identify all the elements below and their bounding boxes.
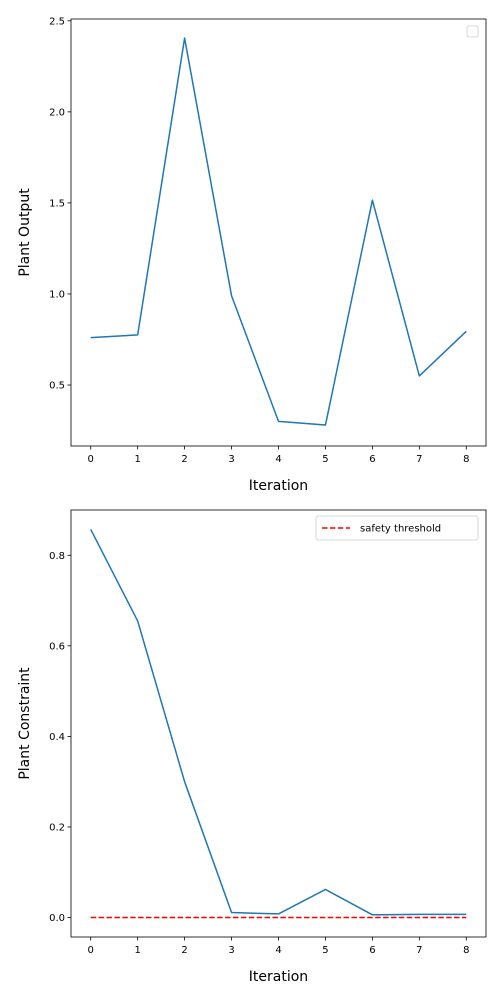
chart1-y-tick-label: 2.0 [49, 107, 65, 118]
chart2-series-main-line [90, 529, 467, 916]
chart1-x-axis-title: Iteration [249, 478, 308, 494]
chart2-y-axis-title: Plant Constraint [17, 667, 33, 780]
chart2-x-axis-title: Iteration [249, 969, 308, 985]
chart2-y-tick-label: 0.6 [49, 641, 65, 652]
chart2-legend-box [315, 515, 479, 541]
chart1-y-tick-label: 0.5 [49, 381, 65, 392]
chart1-x-tick-label: 0 [88, 454, 94, 465]
chart2-x-tick-label: 1 [134, 945, 140, 956]
chart2-y-tick-label: 0.0 [49, 913, 65, 924]
chart1-y-axis-title: Plant Output [17, 188, 33, 277]
chart1-x-tick-label: 5 [322, 454, 328, 465]
chart2-y-tick-label: 0.2 [49, 822, 65, 833]
chart2-legend-label: safety threshold [360, 524, 441, 535]
chart2-x-tick-label: 0 [88, 945, 94, 956]
chart2-x-tick-label: 4 [275, 945, 281, 956]
chart1-series-main-line [90, 37, 467, 426]
chart1-y-tick-label: 2.5 [49, 16, 65, 27]
chart1-x-tick-label: 1 [134, 454, 140, 465]
chart2-x-tick-label: 7 [416, 945, 422, 956]
chart1-x-tick-label: 8 [463, 454, 469, 465]
chart1-y-tick-label: 1.0 [49, 289, 65, 300]
chart1-x-tick-label: 6 [369, 454, 375, 465]
chart2-x-tick-label: 8 [463, 945, 469, 956]
chart2-x-tick-label: 6 [369, 945, 375, 956]
chart2-x-tick-label: 3 [228, 945, 234, 956]
chart1-y-tick-label: 1.5 [49, 198, 65, 209]
chart2-x-tick-label: 5 [322, 945, 328, 956]
chart2-x-tick-label: 2 [181, 945, 187, 956]
chart2-y-tick-label: 0.8 [49, 551, 65, 562]
chart1-x-tick-label: 2 [181, 454, 187, 465]
chart2-y-tick-label: 0.4 [49, 732, 65, 743]
chart1-x-tick-label: 4 [275, 454, 281, 465]
chart1-x-tick-label: 7 [416, 454, 422, 465]
chart1-legend-box [466, 25, 479, 38]
chart1-x-tick-label: 3 [228, 454, 234, 465]
